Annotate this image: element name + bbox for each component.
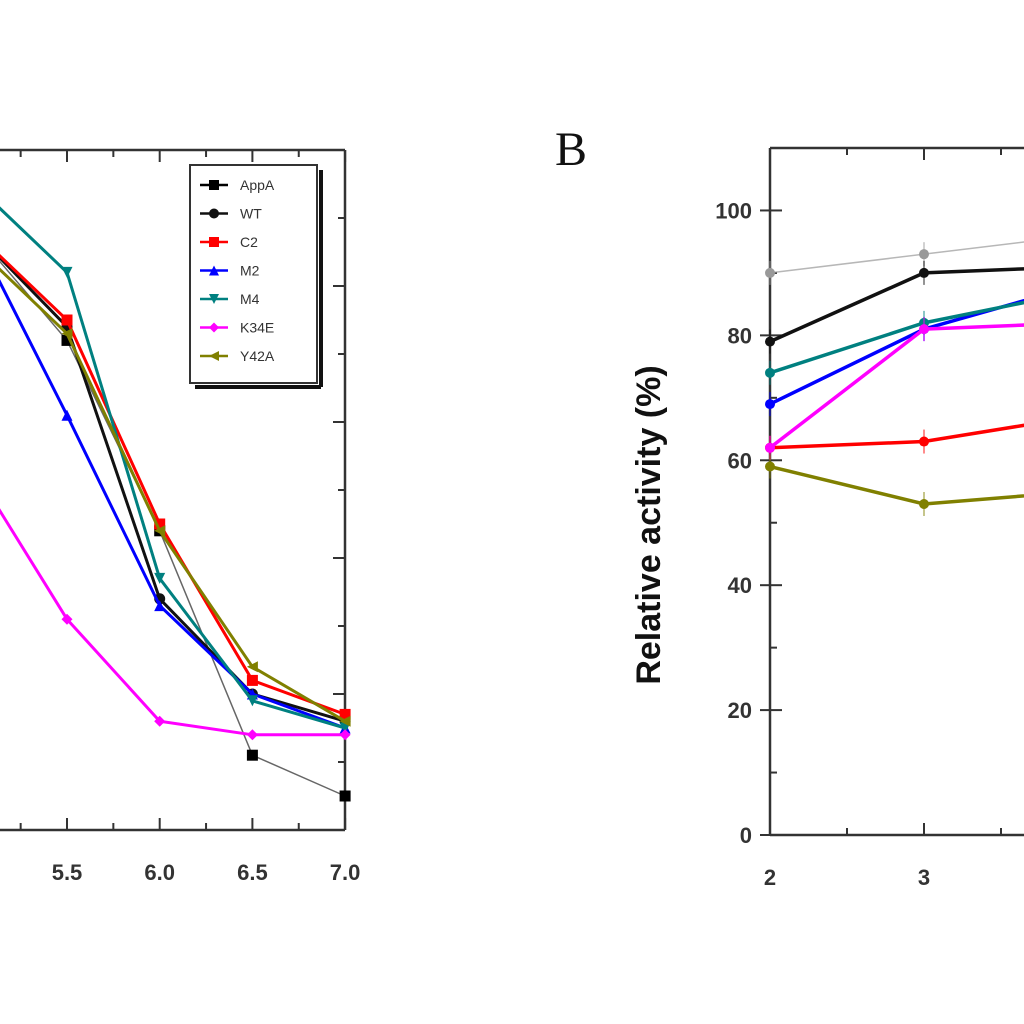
data-point-a (61, 328, 73, 340)
series-b-y42a (765, 454, 1024, 516)
series-line-b (769, 300, 1024, 375)
data-point-a (154, 572, 166, 584)
legend-label: M2 (240, 263, 260, 279)
tick-group-b: 0 20 40 60 80 100 2 3 (715, 147, 1002, 890)
x-tick-label-a: 6.0 (144, 860, 175, 885)
series-b-m4 (765, 300, 1024, 385)
data-point-b (919, 267, 929, 278)
data-point-b (919, 436, 929, 447)
data-point-b (765, 442, 775, 453)
data-point-a (246, 729, 258, 741)
data-point-a (246, 674, 258, 686)
data-point-a (246, 749, 258, 761)
tick-group-a: 5.5 6.0 6.5 7.0 (19, 149, 361, 885)
legend-label: AppA (240, 177, 275, 193)
legend-label: WT (240, 206, 262, 222)
legend-label: Y42A (240, 348, 275, 364)
legend-marker (209, 237, 219, 247)
legend-marker (209, 265, 219, 276)
data-point-b (919, 498, 929, 509)
data-point-a (339, 715, 351, 727)
legend-a: AppA WT C2 M2 M4 K34E Y42A (189, 164, 323, 389)
legend-marker (209, 351, 219, 361)
data-point-a (61, 314, 73, 326)
data-point-a (61, 613, 73, 625)
data-point-a (154, 518, 166, 530)
data-point-a (339, 729, 351, 741)
data-point-b (765, 461, 775, 472)
series-group-a (0, 206, 351, 802)
data-point-a (61, 266, 73, 278)
data-point-a (61, 334, 73, 346)
data-point-a (246, 695, 258, 707)
data-point-a (61, 409, 73, 421)
y-tick-label-b: 100 (715, 198, 752, 223)
legend-label: M4 (240, 291, 260, 307)
series-b-k34e (765, 317, 1024, 460)
legend-label: C2 (240, 234, 258, 250)
panel-label-b: B (555, 123, 587, 176)
x-tick-label-a: 5.5 (52, 860, 83, 885)
series-line-b (769, 298, 1024, 406)
data-point-b (919, 324, 929, 335)
data-point-b (919, 249, 929, 260)
x-tick-label-a: 7.0 (330, 860, 361, 885)
series-b-appa (765, 241, 1024, 285)
x-tick-label-a: 6.5 (237, 860, 268, 885)
data-point-a (154, 525, 166, 537)
series-b-wt (765, 260, 1024, 354)
series-group-b (765, 241, 1024, 516)
x-tick-label-b: 2 (764, 865, 776, 890)
data-point-b (765, 267, 775, 278)
data-point-a (339, 790, 351, 802)
y-tick-label-b: 40 (728, 573, 752, 598)
y-tick-label-b: 80 (728, 323, 752, 348)
series-line-b (769, 241, 1024, 274)
legend-label: K34E (240, 320, 274, 336)
data-point-a (154, 600, 166, 612)
chart-panel-a: 5.5 6.0 6.5 7.0 AppA WT C2 M2 M4 K34E Y42A (0, 148, 361, 885)
series-a-c2 (0, 254, 351, 720)
x-tick-label-b: 3 (918, 865, 930, 890)
series-line-b (769, 464, 1024, 506)
series-a-y42a (0, 267, 351, 727)
data-point-a (154, 715, 166, 727)
y-tick-label-b: 0 (740, 823, 752, 848)
y-tick-label-b: 60 (728, 448, 752, 473)
legend-marker (209, 322, 219, 333)
data-point-a (246, 661, 258, 673)
legend-marker (209, 180, 219, 190)
data-point-b (765, 367, 775, 378)
data-point-b (765, 336, 775, 347)
data-point-b (765, 399, 775, 410)
y-axis-title-b: Relative activity (%) (630, 365, 668, 684)
series-a-k34e (0, 508, 351, 741)
data-point-a (339, 708, 351, 720)
chart-panel-b: B Relative activity (%) 0 20 40 60 80 100 2 3 (555, 123, 1024, 890)
y-tick-label-b: 20 (728, 698, 752, 723)
legend-marker (209, 208, 219, 219)
legend-marker (209, 294, 219, 304)
series-line-b (769, 423, 1024, 450)
